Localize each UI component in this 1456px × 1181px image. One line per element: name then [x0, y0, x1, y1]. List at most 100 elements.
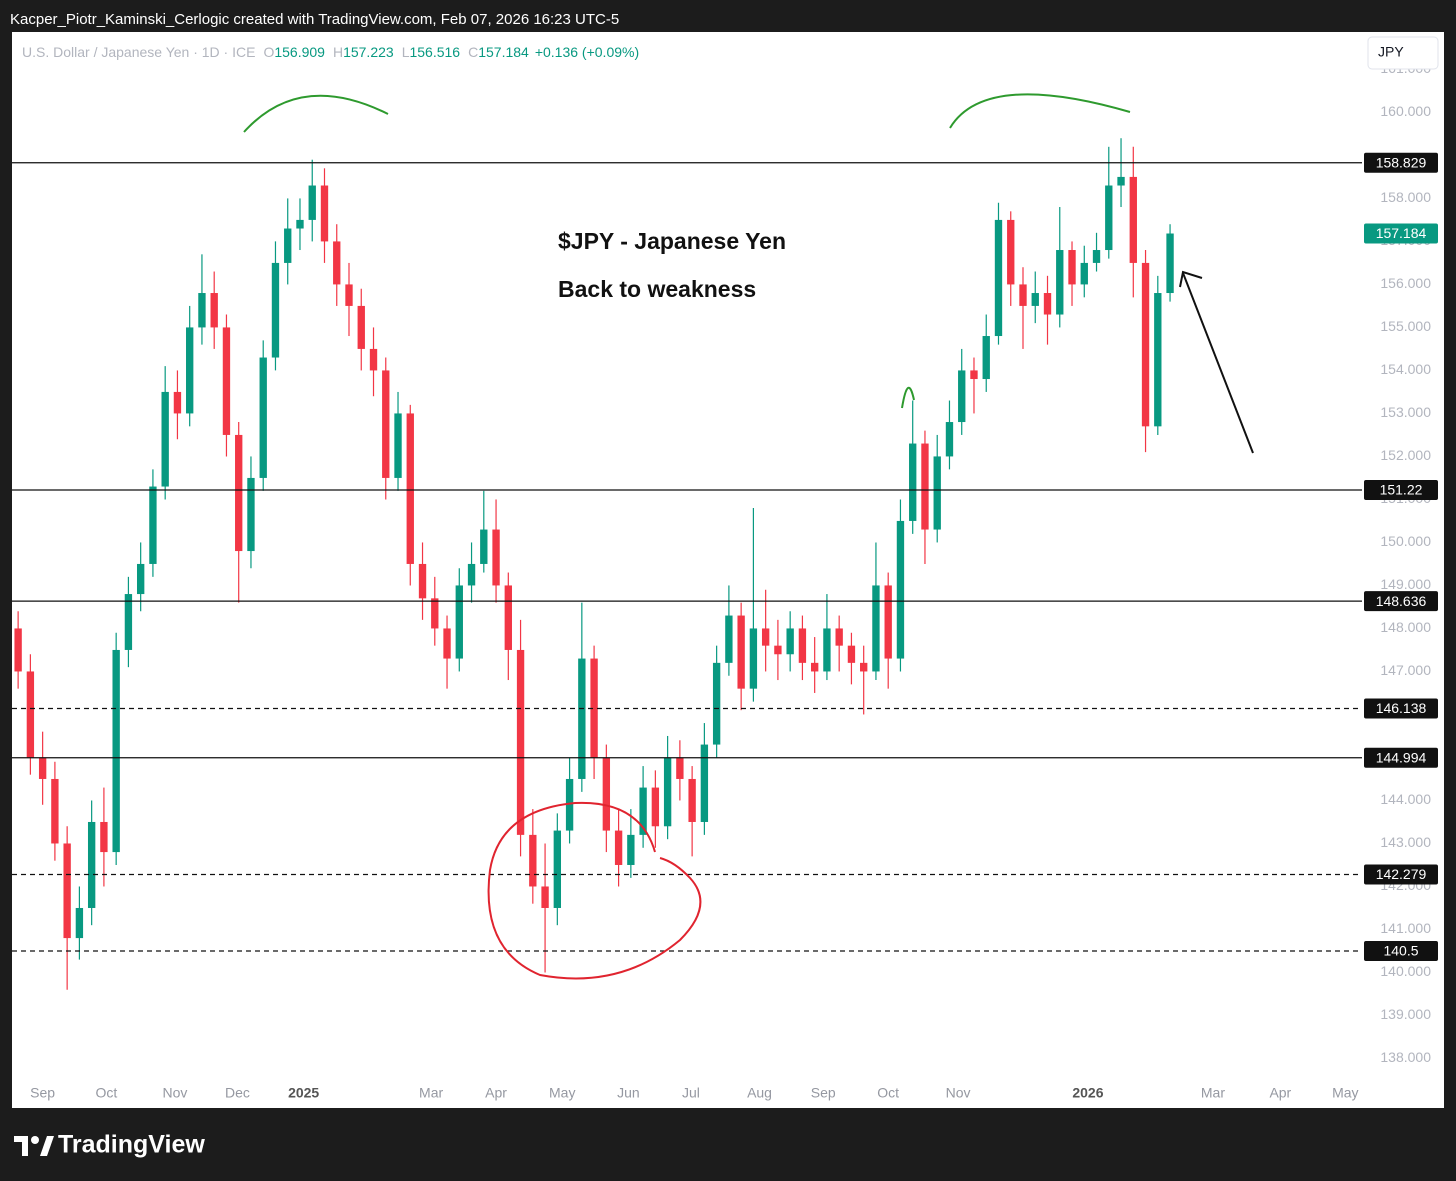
currency-box[interactable]	[1367, 36, 1439, 70]
y-tick-label: 152.000	[1380, 447, 1431, 463]
candle-body	[663, 757, 672, 827]
level-label-box	[1364, 479, 1438, 500]
y-tick-label: 158.000	[1380, 189, 1431, 205]
drawing-arc	[243, 94, 389, 133]
x-tick-label: Mar	[419, 1085, 443, 1101]
candle-body	[26, 671, 35, 758]
candle-body	[149, 486, 157, 564]
chart: 138.000139.000140.000141.000142.000143.0…	[12, 60, 1438, 1101]
candle-body	[651, 787, 660, 827]
legend-key: O	[263, 44, 274, 60]
candle-body	[345, 284, 353, 306]
candle-body	[394, 413, 402, 478]
legend-value: 157.184	[478, 44, 529, 60]
candle-body	[921, 443, 929, 530]
last-price-label: 157.184	[1376, 225, 1427, 241]
candle-body	[296, 219, 304, 229]
x-tick-label: Jul	[682, 1085, 700, 1101]
level-label: 140.5	[1383, 943, 1418, 959]
brand-logo	[14, 1136, 54, 1156]
candle-body	[1019, 284, 1027, 306]
chart-area	[12, 32, 1444, 1108]
legend-key: C	[468, 44, 478, 60]
candle-body	[590, 658, 598, 758]
x-tick-label: Mar	[1201, 1085, 1225, 1101]
y-tick-label: 144.000	[1380, 791, 1431, 807]
candle-body	[688, 778, 696, 822]
candle-body	[1043, 293, 1052, 315]
candle-body	[75, 907, 84, 939]
ohlc-legend: U.S. Dollar / Japanese Yen · 1D · ICE O15…	[22, 44, 639, 60]
candle-body	[835, 628, 843, 646]
candle-body	[455, 585, 463, 659]
candle-body	[565, 778, 574, 831]
y-tick-label: 139.000	[1380, 1006, 1431, 1022]
level-label-box	[1364, 152, 1438, 173]
candle-body	[1129, 176, 1137, 263]
legend-value: 156.516	[409, 44, 460, 60]
drawing-circle	[487, 801, 702, 980]
legend-change: +0.136 (+0.09%)	[535, 44, 639, 60]
candle-body	[382, 370, 390, 478]
candle-body	[492, 529, 500, 586]
candle-body	[529, 834, 537, 887]
candle-body	[970, 370, 978, 380]
y-tick-label: 148.000	[1380, 619, 1431, 635]
candle-body	[798, 628, 807, 663]
candle-body	[896, 520, 905, 659]
candle-body	[100, 821, 108, 853]
x-tick-label: Oct	[95, 1085, 117, 1101]
candle-body	[541, 886, 549, 908]
candle-body	[124, 594, 133, 650]
y-tick-label: 140.000	[1380, 963, 1431, 979]
candle-body	[259, 357, 267, 478]
candle-body	[1031, 293, 1039, 306]
x-tick-label: Jun	[617, 1085, 640, 1101]
candle-body	[982, 336, 990, 380]
y-tick-label: 155.000	[1380, 318, 1431, 334]
candle-body	[186, 327, 194, 414]
candle-body	[860, 662, 868, 672]
candle-body	[516, 649, 525, 835]
candle-body	[467, 563, 476, 586]
candle-body	[945, 422, 954, 457]
candle-body	[63, 843, 71, 939]
candle-body	[810, 662, 819, 672]
candle-body	[38, 757, 47, 779]
candle-body	[271, 262, 280, 358]
candle-body	[602, 757, 611, 831]
level-label-box	[1364, 698, 1438, 719]
y-tick-label: 149.000	[1380, 576, 1431, 592]
x-tick-label: 2026	[1072, 1085, 1103, 1101]
candle-body	[823, 628, 831, 672]
legend-key: L	[402, 44, 410, 60]
candle-body	[333, 241, 341, 285]
candle-body	[14, 628, 22, 672]
drawing-arrow	[1182, 272, 1254, 454]
x-tick-label: Oct	[877, 1085, 899, 1101]
candle-body	[308, 185, 316, 220]
y-tick-label: 147.000	[1380, 662, 1431, 678]
candle-body	[614, 830, 623, 865]
candle-body	[1141, 262, 1150, 427]
candle-body	[406, 413, 414, 564]
candle-body	[994, 219, 1003, 337]
y-tick-label: 160.000	[1380, 103, 1431, 119]
y-tick-label: 150.000	[1380, 533, 1431, 549]
candle-body	[357, 305, 365, 349]
candle-body	[173, 391, 182, 414]
candle-body	[737, 615, 745, 689]
candle-body	[712, 662, 721, 745]
candle-body	[553, 830, 562, 908]
currency: JPY	[1378, 44, 1404, 60]
legend-value: 157.223	[343, 44, 394, 60]
candle-body	[1068, 250, 1076, 285]
candle-body	[235, 434, 243, 552]
candle-body	[676, 757, 684, 779]
candle-body	[112, 649, 120, 853]
x-tick-label: May	[549, 1085, 575, 1101]
candle-body	[786, 628, 794, 655]
legend-value: 156.909	[274, 44, 325, 60]
candle-body	[725, 615, 733, 663]
